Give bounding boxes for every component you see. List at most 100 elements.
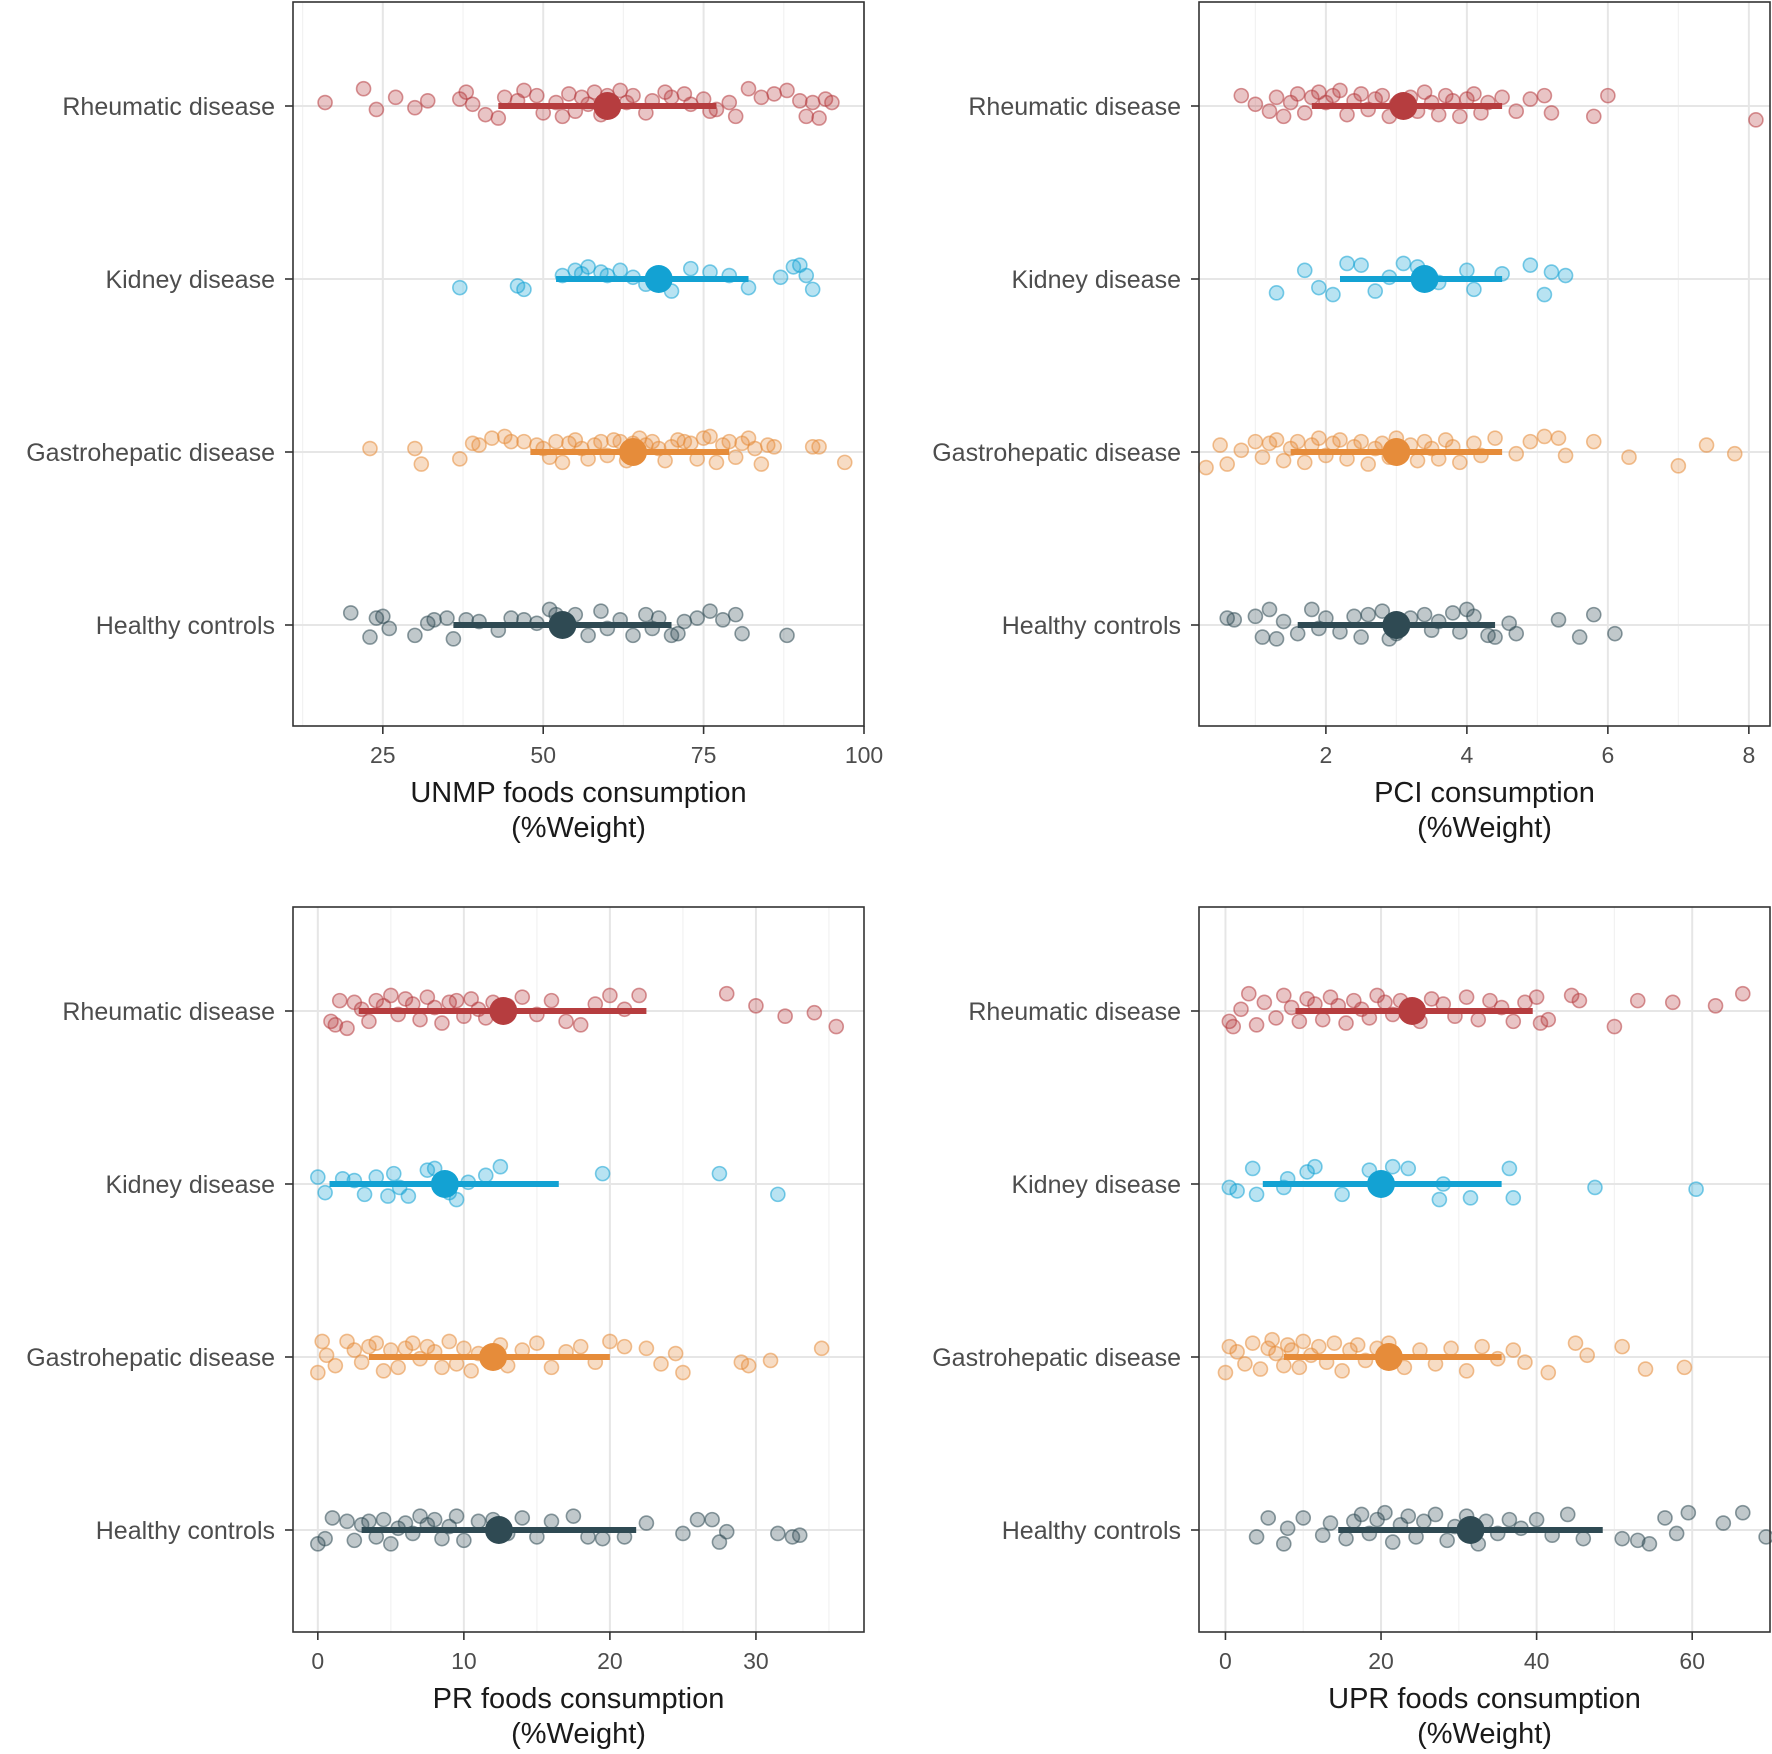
data-point xyxy=(452,451,468,467)
data-point xyxy=(448,1508,465,1524)
panel-2-series-gastrohepatic-disease xyxy=(1198,428,1743,476)
data-point xyxy=(543,1359,560,1376)
data-point xyxy=(772,269,789,286)
data-point xyxy=(1212,437,1228,453)
panel-3-x-axis-title: PR foods consumption xyxy=(433,1683,725,1715)
data-point xyxy=(318,1347,335,1364)
data-point xyxy=(653,1356,669,1372)
panel-2-x-tick-label: 4 xyxy=(1460,742,1473,768)
data-point xyxy=(434,1015,450,1031)
data-point xyxy=(638,606,654,623)
data-point xyxy=(1226,612,1243,628)
data-point xyxy=(1522,91,1539,107)
data-point xyxy=(1466,608,1482,625)
data-point xyxy=(753,456,770,472)
data-point xyxy=(747,440,763,457)
data-point xyxy=(1726,445,1743,462)
data-point xyxy=(766,86,782,102)
data-point xyxy=(1275,108,1292,125)
data-point xyxy=(675,1364,691,1381)
data-point xyxy=(1585,433,1602,450)
data-point xyxy=(721,433,738,450)
data-point xyxy=(1715,1515,1732,1531)
data-point xyxy=(1374,87,1391,104)
data-point xyxy=(1247,96,1264,113)
data-point xyxy=(1248,1186,1265,1203)
data-point xyxy=(625,627,641,644)
mean-marker xyxy=(1374,1343,1403,1371)
data-point xyxy=(448,1191,465,1208)
data-point xyxy=(1585,108,1602,125)
data-point xyxy=(310,1169,326,1185)
data-point xyxy=(327,1017,344,1033)
panel-3-frame xyxy=(292,906,865,1633)
data-point xyxy=(1198,459,1214,476)
data-point xyxy=(1261,103,1278,119)
data-point xyxy=(1311,1338,1327,1355)
data-point xyxy=(1532,1015,1549,1031)
data-point xyxy=(1289,86,1306,102)
data-point xyxy=(1501,1160,1518,1177)
data-point xyxy=(458,84,475,100)
panel-4-x-tick-label: 60 xyxy=(1679,1648,1705,1674)
data-point xyxy=(1339,255,1355,272)
data-point xyxy=(387,89,404,106)
data-point xyxy=(1384,1158,1401,1175)
data-point xyxy=(1427,1506,1444,1523)
data-point xyxy=(390,1359,406,1376)
panel-2-frame xyxy=(1198,1,1771,727)
data-point xyxy=(1536,428,1553,445)
data-point xyxy=(1346,608,1362,625)
data-point xyxy=(1528,1511,1545,1528)
data-point xyxy=(434,1359,450,1376)
data-point xyxy=(804,94,821,111)
data-point xyxy=(811,110,827,126)
data-point xyxy=(1688,1181,1704,1197)
panel-4: Rheumatic disease Kidney disease Gastrohep… xyxy=(932,906,1772,1750)
data-point xyxy=(441,1333,458,1350)
data-point xyxy=(1466,281,1482,298)
mean-marker xyxy=(548,611,577,639)
data-point xyxy=(740,1357,757,1374)
data-point xyxy=(1458,1363,1475,1379)
panel-2-series-kidney-disease xyxy=(1268,255,1574,303)
data-point xyxy=(602,1333,618,1350)
mean-marker xyxy=(619,438,648,466)
data-point xyxy=(1314,1527,1331,1543)
panel-3-series-rheumatic-disease xyxy=(323,985,845,1037)
data-point xyxy=(1325,286,1341,303)
panel-1-x-axis-title: UNMP foods consumption xyxy=(410,777,746,809)
panel-1: Rheumatic disease Kidney disease Gastrohep… xyxy=(26,1,883,844)
data-point xyxy=(1629,992,1646,1009)
data-point xyxy=(1247,433,1264,450)
data-point xyxy=(616,1338,633,1355)
data-point xyxy=(1668,1525,1685,1542)
data-point xyxy=(1248,1529,1265,1545)
data-point xyxy=(1522,433,1539,450)
mean-marker xyxy=(1389,92,1418,120)
data-point xyxy=(1459,262,1475,279)
data-point xyxy=(464,96,481,113)
panel-4-y-label-gastrohepatic-disease: Gastrohepatic disease xyxy=(932,1344,1181,1372)
data-point xyxy=(1439,1532,1455,1549)
data-point xyxy=(1225,1018,1242,1035)
data-point xyxy=(813,1340,830,1357)
panel-4-x-axis-title: UPR foods consumption xyxy=(1328,1683,1641,1715)
data-point xyxy=(740,279,757,296)
mean-marker xyxy=(593,92,622,120)
data-point xyxy=(419,989,436,1005)
data-point xyxy=(1487,629,1503,645)
panel-1-x-axis-title: (%Weight) xyxy=(511,812,646,844)
data-point xyxy=(1637,1361,1654,1377)
data-point xyxy=(383,987,399,1004)
data-point xyxy=(1698,437,1715,453)
data-point xyxy=(1621,449,1637,465)
data-point xyxy=(1261,435,1278,452)
data-point xyxy=(1247,608,1264,625)
data-point xyxy=(1517,1354,1533,1370)
data-point xyxy=(1579,1347,1595,1364)
data-point xyxy=(362,440,378,457)
data-point xyxy=(1676,1359,1693,1376)
data-point xyxy=(1501,1511,1518,1528)
data-point xyxy=(1296,105,1313,121)
